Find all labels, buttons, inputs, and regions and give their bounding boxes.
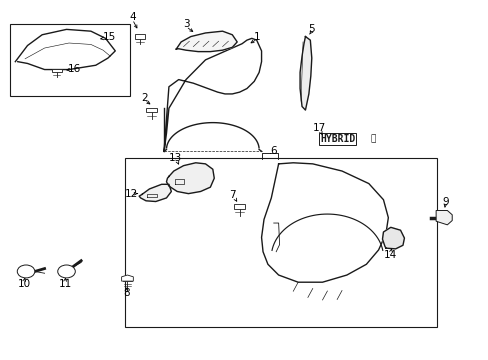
Text: 17: 17 <box>312 123 325 133</box>
Polygon shape <box>435 211 451 225</box>
Bar <box>10 24 130 96</box>
Text: 7: 7 <box>228 190 235 200</box>
Text: 11: 11 <box>58 279 72 289</box>
Text: 1: 1 <box>253 32 260 41</box>
Polygon shape <box>300 37 311 110</box>
Text: 5: 5 <box>307 24 314 35</box>
Text: 8: 8 <box>123 288 129 298</box>
Text: 4: 4 <box>129 12 135 22</box>
Circle shape <box>58 265 75 278</box>
Text: 10: 10 <box>18 279 31 289</box>
Bar <box>125 158 436 327</box>
Polygon shape <box>166 163 214 194</box>
Text: Ⓣ: Ⓣ <box>369 134 375 143</box>
Text: 12: 12 <box>124 189 138 199</box>
Bar <box>52 69 61 72</box>
Bar <box>122 277 132 281</box>
Bar <box>135 35 144 39</box>
Text: 2: 2 <box>141 93 147 103</box>
Text: 9: 9 <box>441 197 448 207</box>
Circle shape <box>17 265 35 278</box>
Polygon shape <box>176 31 237 51</box>
Text: 15: 15 <box>102 32 115 42</box>
Bar <box>146 108 157 112</box>
Text: 16: 16 <box>68 64 81 74</box>
Polygon shape <box>382 227 404 249</box>
Text: 13: 13 <box>168 153 182 163</box>
Polygon shape <box>122 275 133 281</box>
Text: 6: 6 <box>270 145 277 156</box>
Text: 14: 14 <box>384 250 397 260</box>
Text: 3: 3 <box>183 19 189 29</box>
Polygon shape <box>139 184 171 202</box>
Bar <box>234 204 244 209</box>
Text: HYBRID: HYBRID <box>320 134 355 144</box>
